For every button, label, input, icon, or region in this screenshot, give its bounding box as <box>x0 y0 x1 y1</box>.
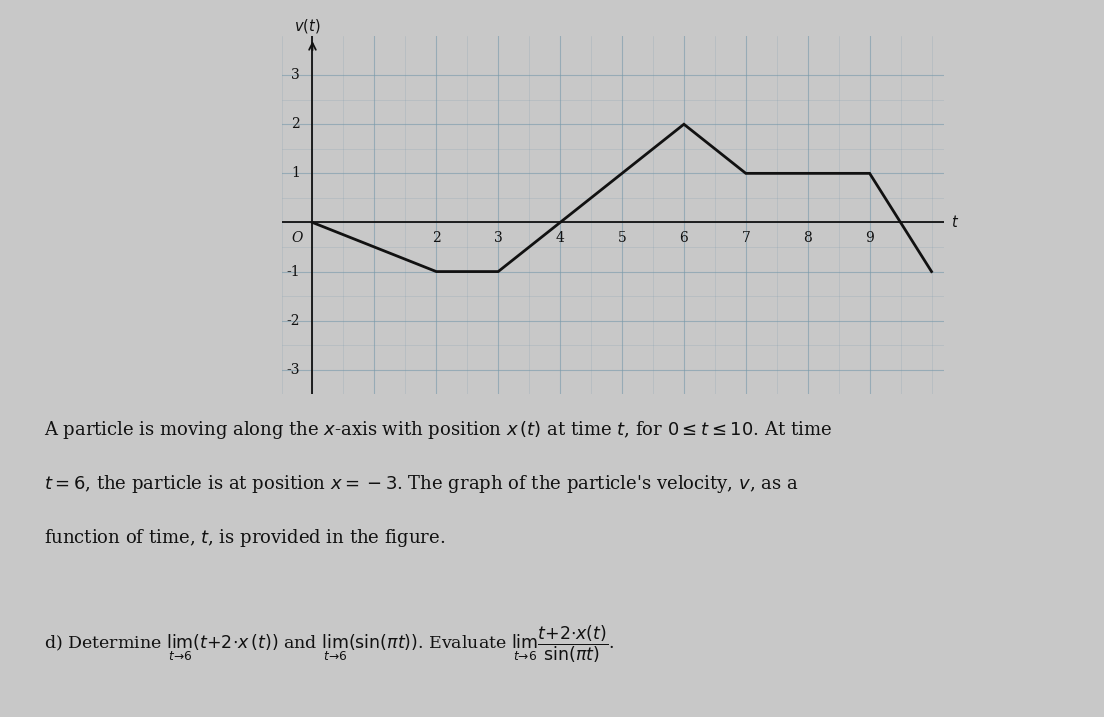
Text: 7: 7 <box>742 232 751 245</box>
Text: 8: 8 <box>804 232 813 245</box>
Text: 3: 3 <box>493 232 502 245</box>
Text: $t$: $t$ <box>952 214 959 230</box>
Text: O: O <box>291 232 304 245</box>
Text: 9: 9 <box>866 232 874 245</box>
Text: function of time, $t$, is provided in the figure.: function of time, $t$, is provided in th… <box>44 527 445 549</box>
Text: d) Determine $\lim_{t\to 6}(t + 2 \cdot x\,(t))$ and $\lim_{t\to 6}(\sin(\pi t)): d) Determine $\lim_{t\to 6}(t + 2 \cdot … <box>44 624 615 665</box>
Text: 2: 2 <box>291 118 300 131</box>
Text: -2: -2 <box>287 313 300 328</box>
Text: 2: 2 <box>432 232 440 245</box>
Text: $t = 6$, the particle is at position $x = -3$. The graph of the particle's veloc: $t = 6$, the particle is at position $x … <box>44 473 798 495</box>
Text: 5: 5 <box>617 232 626 245</box>
Text: -1: -1 <box>286 265 300 279</box>
Text: 4: 4 <box>555 232 564 245</box>
Text: 1: 1 <box>291 166 300 181</box>
Text: -3: -3 <box>287 363 300 377</box>
Text: $v(t)$: $v(t)$ <box>295 17 321 35</box>
Text: 3: 3 <box>291 68 300 82</box>
Text: 6: 6 <box>680 232 688 245</box>
Text: A particle is moving along the $x$-axis with position $x\,(t)$ at time $t$, for : A particle is moving along the $x$-axis … <box>44 419 832 442</box>
